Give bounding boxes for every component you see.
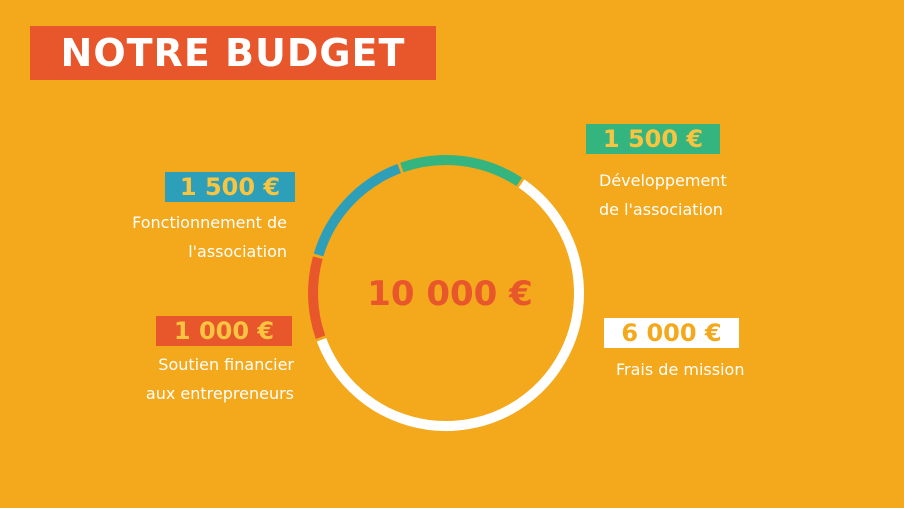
slice-label-line: Soutien financier <box>158 355 294 374</box>
slice-label-line: Fonctionnement de <box>132 213 287 232</box>
slice-value-label: 1 500 € <box>179 173 281 201</box>
slice-label-line: Développement <box>599 171 727 190</box>
slice-description: Fonctionnement de l'association <box>132 208 287 266</box>
donut-slice <box>400 155 522 187</box>
page-title: NOTRE BUDGET <box>60 31 406 75</box>
slice-value-label: 6 000 € <box>621 319 722 347</box>
slice-value-tag: 1 000 € <box>156 316 292 346</box>
slice-value-label: 1 000 € <box>173 317 275 345</box>
slice-description: Frais de mission <box>616 355 744 384</box>
slice-description: Soutien financier aux entrepreneurs <box>146 350 294 408</box>
title-banner: NOTRE BUDGET <box>30 26 436 80</box>
slice-value-tag: 1 500 € <box>586 124 720 154</box>
slice-label-line: aux entrepreneurs <box>145 384 294 403</box>
donut-slice <box>316 179 584 431</box>
donut-slice <box>313 163 402 257</box>
slice-description: Développement de l'association <box>599 166 727 224</box>
slice-value-tag: 1 500 € <box>165 172 295 202</box>
slice-label-line: de l'association <box>599 200 723 219</box>
slice-label-line: Frais de mission <box>616 360 745 379</box>
slice-value-label: 1 500 € <box>602 125 704 153</box>
slice-label-line: l'association <box>188 242 287 261</box>
total-value: 10 000 € <box>367 274 533 314</box>
slice-value-tag: 6 000 € <box>604 318 739 348</box>
donut-slice <box>308 256 326 339</box>
